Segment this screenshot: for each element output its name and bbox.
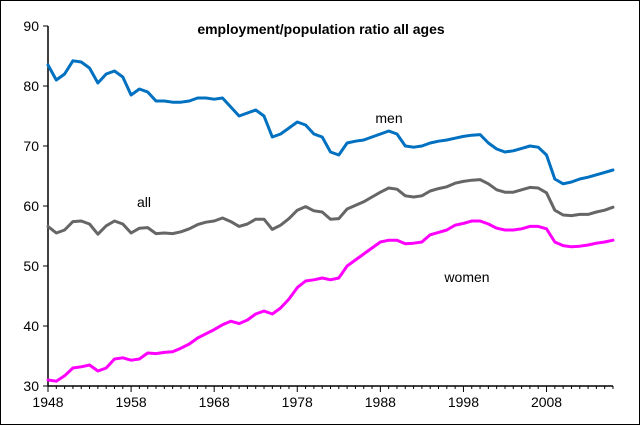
series-line-men (46, 59, 615, 186)
y-tick-label: 80 (23, 78, 39, 94)
series-label-women: women (443, 269, 489, 285)
series-label-men: men (375, 110, 402, 126)
ticks: 30 40 50 60 70 80 90 1948 1958 1968 1978 1988 1998 20… (23, 18, 614, 410)
y-tick-label: 90 (23, 18, 39, 34)
y-tick-label: 30 (23, 378, 39, 394)
series-lines (46, 59, 615, 383)
x-tick-label: 1998 (448, 394, 479, 410)
series-label-all: all (137, 194, 151, 210)
x-tick-label: 1988 (365, 394, 396, 410)
x-tick-label: 2008 (531, 394, 562, 410)
x-tick-label: 1958 (116, 394, 147, 410)
series-line-women (46, 219, 615, 383)
x-tick-label: 1978 (282, 394, 313, 410)
axes (47, 26, 613, 387)
x-tick-label: 1948 (32, 394, 63, 410)
x-tick-label: 1968 (199, 394, 230, 410)
series-labels: men all women (137, 110, 490, 285)
chart-title: employment/population ratio all ages (197, 21, 445, 37)
y-tick-label: 70 (23, 138, 39, 154)
y-tick-label: 60 (23, 198, 39, 214)
y-tick-label: 50 (23, 258, 39, 274)
series-line-all (46, 178, 615, 236)
y-tick-label: 40 (23, 318, 39, 334)
